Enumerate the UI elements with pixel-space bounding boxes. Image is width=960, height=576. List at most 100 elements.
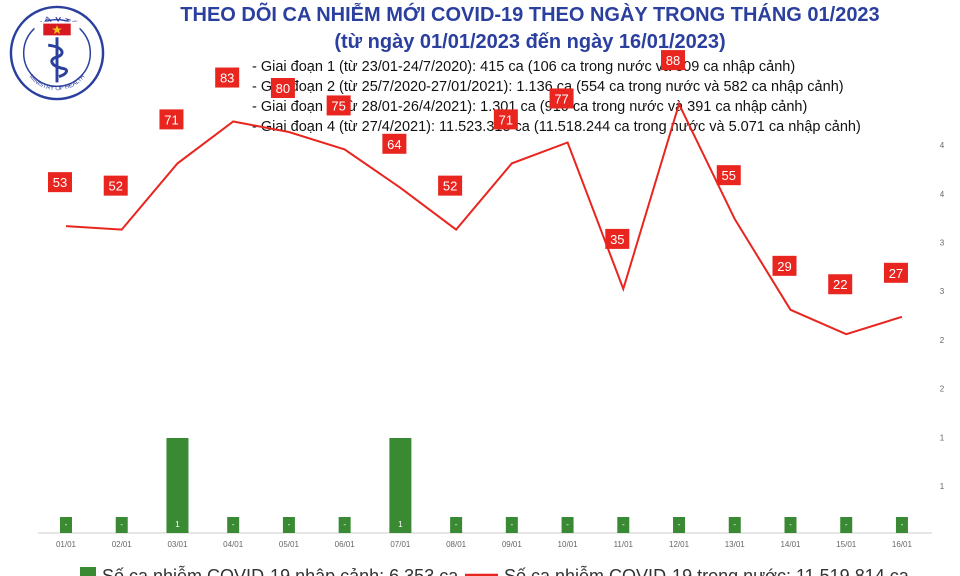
x-axis-ticks: 01/01 02/01 03/01 04/01 05/01 06/01 07/01 08/01… (56, 540, 913, 549)
ministry-of-health-logo: BỘ Y TẾ MINISTRY OF HEALTH (9, 5, 105, 101)
line-data-label: 80 (276, 81, 290, 96)
right-axis-tick-label: 2 (940, 385, 945, 394)
line-data-label: 55 (722, 168, 736, 183)
line-data-label-box (549, 88, 574, 109)
x-tick-label: 11/01 (614, 540, 634, 549)
line-data-point: 75 (326, 95, 351, 116)
line-data-point: 52 (438, 175, 463, 196)
bar (895, 517, 908, 533)
line-data-point: 27 (883, 262, 908, 283)
chart-title: THEO DÕI CA NHIỄM MỚI COVID-19 THEO NGÀY… (180, 4, 880, 26)
bar (673, 517, 686, 533)
right-axis-tick-label: 1 (940, 482, 945, 491)
line-data-point: 80 (270, 77, 295, 98)
line-data-label: 52 (443, 179, 457, 194)
line-data-point: 77 (549, 88, 574, 109)
line-data-point: 53 (48, 172, 72, 193)
bar-series: - - 1 - - - 1 - - - - - - - - - (60, 438, 908, 533)
line-data-point: 71 (159, 109, 184, 130)
line-data-label-box (215, 67, 240, 88)
right-axis-tick-label: 4 (940, 141, 945, 150)
line-data-label: 53 (53, 175, 67, 190)
x-tick-label: 14/01 (780, 540, 801, 549)
x-tick-label: 13/01 (725, 540, 746, 549)
line-data-label: 83 (220, 71, 234, 86)
legend-line-label: Số ca nhiễm COVID-19 trong nước: 11.519.… (504, 565, 910, 576)
phase-item: - Giai đoạn 3 (từ 28/01-26/4/2021): 1.30… (252, 99, 808, 115)
x-tick-label: 07/01 (390, 540, 411, 549)
line-data-label-box (828, 274, 853, 295)
phase-item: - Giai đoạn 2 (từ 25/7/2020-27/01/2021):… (252, 79, 844, 95)
x-tick-label: 10/01 (558, 540, 579, 549)
line-series (65, 101, 903, 336)
line-data-label-box (159, 109, 184, 130)
bar-data-label: - (678, 520, 681, 529)
bar-data-label: 1 (175, 520, 180, 529)
bar-data-label: - (343, 520, 346, 529)
right-axis: 1 1 2 2 3 3 4 4 (940, 141, 945, 491)
bar (282, 517, 295, 533)
line-data-point: 55 (716, 165, 741, 186)
line-data-label-box (103, 175, 128, 196)
line-data-label-box (605, 228, 630, 249)
x-tick-label: 03/01 (167, 540, 188, 549)
bar (166, 438, 189, 533)
line-data-label: 71 (164, 112, 178, 127)
bar-data-label: - (511, 520, 514, 529)
bar-data-label: - (622, 520, 625, 529)
bar-data-label: - (566, 520, 569, 529)
right-axis-tick-label: 2 (940, 336, 945, 345)
x-tick-label: 06/01 (335, 540, 356, 549)
right-axis-tick-label: 3 (940, 239, 945, 248)
line-data-label-box (716, 165, 741, 186)
bar (840, 517, 853, 533)
line-data-label-box (326, 95, 351, 116)
phase-item: - Giai đoạn 1 (từ 23/01-24/7/2020): 415 … (252, 59, 796, 75)
line-data-label-box (438, 175, 463, 196)
line-data-label-box (661, 50, 686, 71)
bar-data-label: - (120, 520, 123, 529)
bar (450, 517, 463, 533)
star-icon (52, 25, 62, 34)
bar-data-label: - (845, 520, 848, 529)
line-data-point: 35 (605, 228, 630, 249)
bar (617, 517, 630, 533)
x-tick-label: 02/01 (112, 540, 133, 549)
legend-bar-label: Số ca nhiễm COVID-19 nhập cảnh: 6.353 ca (102, 565, 459, 576)
x-tick-label: 08/01 (446, 540, 467, 549)
line-data-label-box (772, 255, 797, 276)
right-axis-tick-label: 4 (940, 190, 945, 199)
x-tick-label: 15/01 (836, 540, 857, 549)
line-data-label: 35 (610, 232, 624, 247)
bar (60, 517, 72, 533)
line-data-labels: 53 52 71 83 80 75 64 52 71 77 35 88 55 29 22 27 (48, 50, 908, 295)
line-data-label: 71 (499, 112, 513, 127)
bar (728, 517, 741, 533)
line-data-point: 88 (661, 50, 686, 71)
line-data-label: 29 (777, 259, 791, 274)
bar-data-label: 1 (398, 520, 403, 529)
line-data-point: 22 (828, 274, 853, 295)
x-tick-label: 05/01 (279, 540, 300, 549)
x-tick-label: 12/01 (669, 540, 690, 549)
bar (338, 517, 351, 533)
line-data-label-box (883, 262, 908, 283)
line-data-point: 83 (215, 67, 240, 88)
bar-data-label: - (455, 520, 458, 529)
right-axis-tick-label: 1 (940, 433, 945, 442)
x-tick-label: 01/01 (56, 540, 77, 549)
bar-data-label: - (901, 520, 904, 529)
phase-summary-list: - Giai đoạn 1 (từ 23/01-24/7/2020): 415 … (252, 57, 861, 137)
bar (561, 517, 574, 533)
bar (784, 517, 797, 533)
line-data-label: 52 (108, 179, 122, 194)
right-axis-tick-label: 3 (940, 287, 945, 296)
bar (115, 517, 128, 533)
line-data-label: 88 (666, 53, 680, 68)
line-data-label: 75 (331, 98, 345, 113)
bar-data-label: - (65, 520, 68, 529)
line-data-point: 64 (382, 133, 407, 154)
bar-data-label: - (288, 520, 291, 529)
phase-item: - Giai đoạn 4 (từ 27/4/2021): 11.523.315… (252, 119, 861, 135)
